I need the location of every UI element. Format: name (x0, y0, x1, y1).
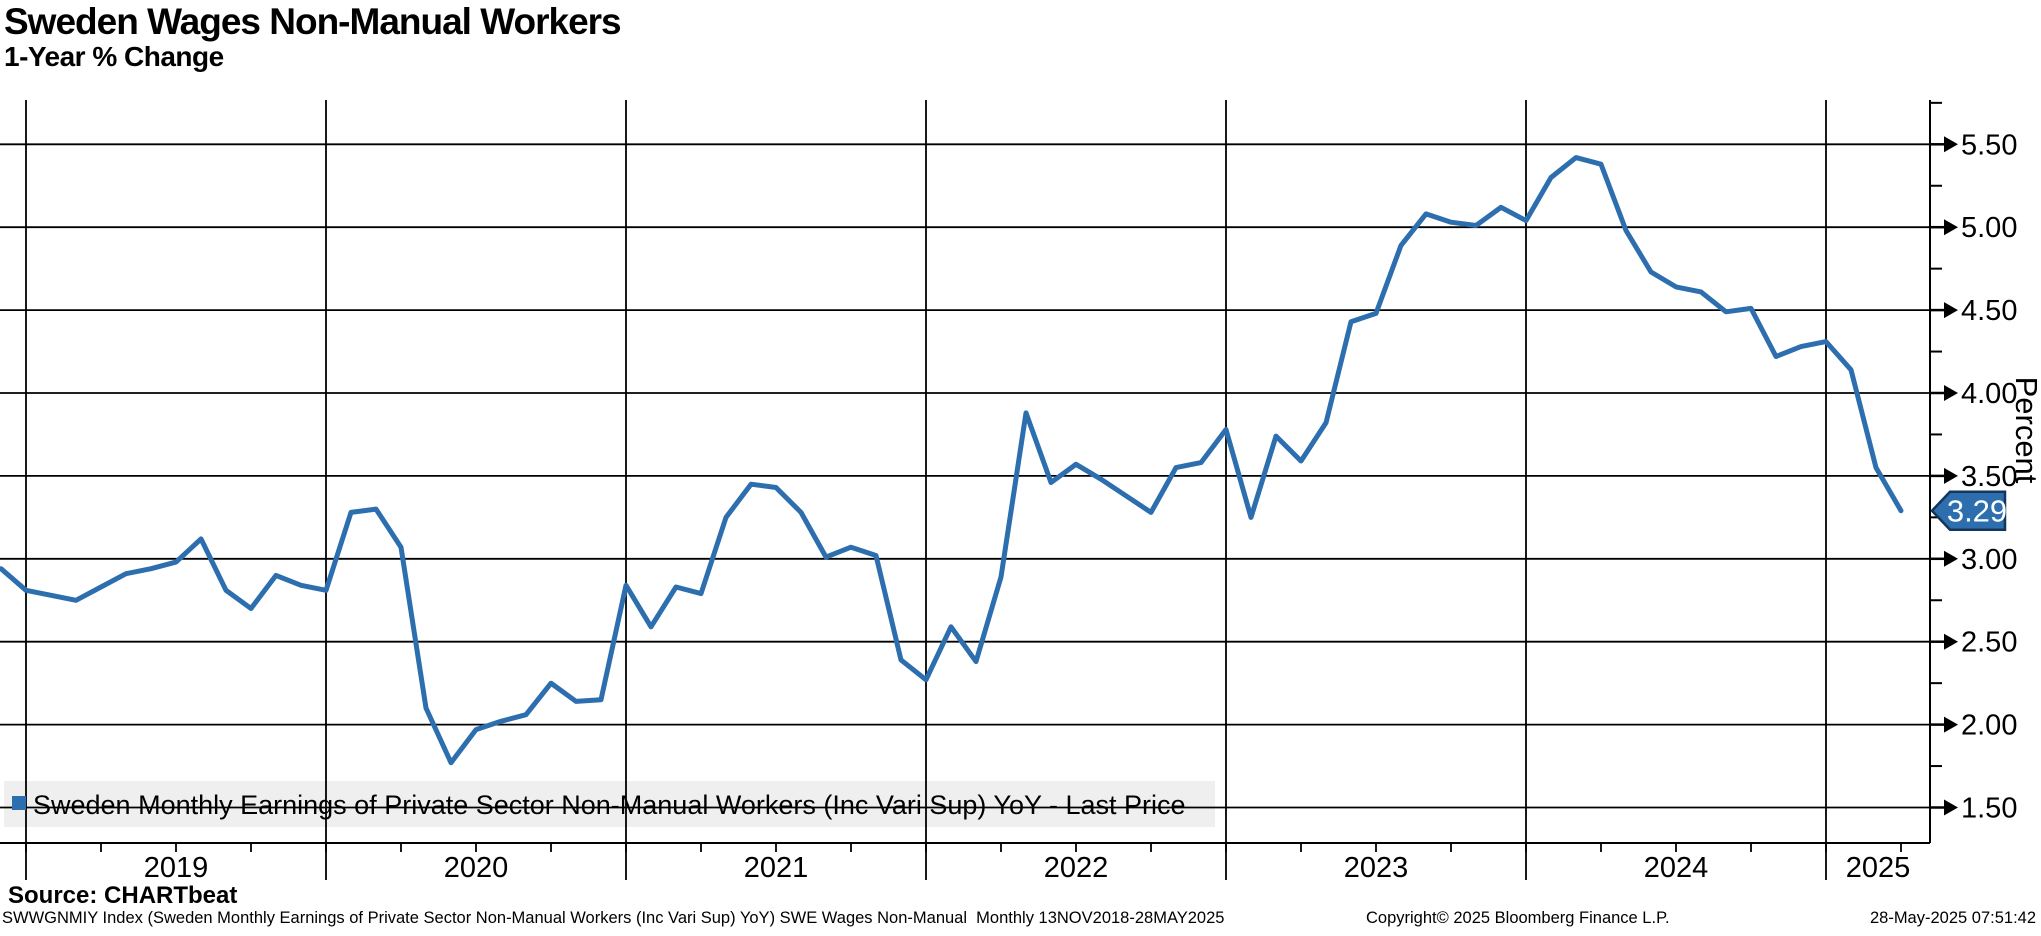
series-line (0, 155, 1904, 766)
y-tick-label: 4.00 (1961, 378, 2017, 410)
x-year-label: 2022 (1044, 852, 1109, 884)
legend: Sweden Monthly Earnings of Private Secto… (12, 790, 1186, 820)
y-tick-label: 1.50 (1961, 793, 2017, 825)
y-tick-arrow-icon (1944, 219, 1958, 236)
x-year-label: 2023 (1344, 852, 1409, 884)
x-year-label: 2020 (444, 852, 509, 884)
x-year-label: 2025 (1846, 852, 1911, 884)
y-tick-arrow-icon (1944, 385, 1958, 401)
y-tick-label: 5.00 (1961, 212, 2017, 244)
y-grid-and-labels: 1.50 2.00 2.50 3.00 3.50 4.00 4.50 5.00 5.50 (0, 101, 2017, 825)
y-tick-label: 3.00 (1961, 544, 2017, 576)
page-subtitle: 1-Year % Change (4, 41, 224, 72)
x-year-label: 2024 (1644, 852, 1709, 884)
axes (0, 100, 1931, 852)
y-tick-label: 5.50 (1961, 129, 2017, 161)
footer-copyright: Copyright© 2025 Bloomberg Finance L.P. (1366, 909, 1670, 927)
x-year-label: 2019 (144, 852, 209, 884)
y-tick-arrow-icon (1944, 136, 1958, 153)
y-tick-label: 4.50 (1961, 295, 2017, 327)
y-axis-title: Percent (2009, 377, 2041, 484)
y-tick-arrow-icon (1944, 550, 1958, 567)
y-tick-arrow-icon (1944, 799, 1958, 816)
last-price-value: 3.29 (1947, 494, 2007, 529)
last-price-flag (1930, 490, 2007, 531)
footer-timestamp: 28-May-2025 07:51:42 (1869, 909, 2036, 927)
y-tick-arrow-icon (1944, 467, 1958, 484)
x-labels: 2019 2020 2021 2022 2023 2024 2025 (144, 852, 1911, 884)
last-price-callout: 3.29 (1930, 490, 2007, 531)
y-tick-label: 3.50 (1961, 461, 2017, 493)
page-title: Sweden Wages Non-Manual Workers (4, 1, 622, 42)
legend-marker-icon (12, 796, 26, 810)
source-label: Source: CHARTbeat (8, 882, 238, 909)
legend-background (4, 781, 1215, 827)
x-year-label: 2021 (744, 852, 809, 884)
y-tick-label: 2.00 (1961, 710, 2017, 742)
x-grid (25, 100, 1827, 880)
legend-label: Sweden Monthly Earnings of Private Secto… (33, 790, 1186, 820)
y-tick-arrow-icon (1944, 633, 1958, 650)
y-tick-arrow-icon (1944, 716, 1958, 733)
footer-description: SWWGNMIY Index (Sweden Monthly Earnings … (2, 909, 1225, 927)
y-tick-arrow-icon (1944, 302, 1958, 319)
y-tick-label: 2.50 (1961, 627, 2017, 659)
